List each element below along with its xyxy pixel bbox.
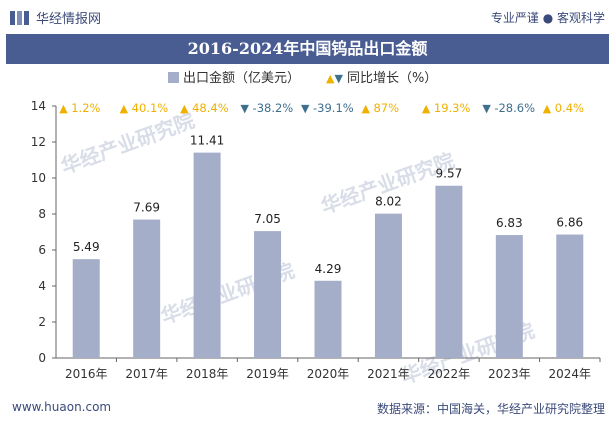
bar bbox=[556, 234, 584, 358]
slogan: 专业严谨 ● 客观科学 bbox=[490, 11, 605, 25]
legend-item-export: 出口金额（亿美元） bbox=[168, 70, 300, 88]
bar bbox=[495, 235, 523, 358]
growth-down-icon: ▼ bbox=[241, 102, 250, 115]
footer-source: 数据来源：中国海关，华经产业研究院整理 bbox=[376, 402, 605, 416]
bar-value-label: 6.83 bbox=[496, 216, 523, 230]
x-tick-label: 2022年 bbox=[428, 367, 471, 381]
growth-label: -38.2% bbox=[253, 101, 294, 115]
y-tick-label: 4 bbox=[38, 279, 46, 293]
growth-up-icon: ▲ bbox=[120, 102, 129, 115]
growth-down-icon: ▼ bbox=[482, 102, 491, 115]
watermark: 华经产业研究院 bbox=[58, 108, 198, 178]
bar bbox=[254, 231, 282, 358]
bar bbox=[133, 219, 161, 358]
growth-up-icon: ▲ bbox=[361, 102, 370, 115]
growth-label: 87% bbox=[373, 101, 399, 115]
bar bbox=[193, 152, 221, 358]
growth-label: -39.1% bbox=[313, 101, 354, 115]
x-tick-label: 2018年 bbox=[186, 367, 229, 381]
chart-legend: 出口金额（亿美元） ▲▼ 同比增长（%） bbox=[0, 70, 615, 92]
bar-value-label: 9.57 bbox=[436, 167, 463, 181]
triangle-up-icon: ▲ bbox=[326, 72, 335, 85]
growth-up-icon: ▲ bbox=[422, 102, 431, 115]
x-tick-label: 2021年 bbox=[367, 367, 410, 381]
growth-up-icon: ▲ bbox=[59, 102, 68, 115]
legend-label-export: 出口金额（亿美元） bbox=[183, 71, 301, 86]
x-tick-label: 2024年 bbox=[549, 367, 592, 381]
y-tick-label: 6 bbox=[38, 243, 46, 257]
growth-down-icon: ▼ bbox=[301, 102, 310, 115]
legend-item-growth: ▲▼ 同比增长（%） bbox=[326, 70, 437, 88]
bar-value-label: 11.41 bbox=[190, 134, 224, 148]
bar bbox=[314, 280, 342, 358]
y-tick-label: 0 bbox=[38, 351, 46, 365]
y-tick-label: 10 bbox=[31, 171, 46, 185]
growth-label: 1.2% bbox=[71, 101, 100, 115]
bar-value-label: 4.29 bbox=[315, 262, 342, 276]
y-tick-label: 8 bbox=[38, 207, 46, 221]
growth-label: 48.4% bbox=[192, 101, 229, 115]
growth-up-icon: ▲ bbox=[543, 102, 552, 115]
chart-title: 2016-2024年中国钨品出口金额 bbox=[6, 34, 609, 64]
growth-up-icon: ▲ bbox=[180, 102, 189, 115]
growth-label: 40.1% bbox=[132, 101, 169, 115]
header-bar: 华经情报网 专业严谨 ● 客观科学 bbox=[0, 0, 615, 34]
bar-value-label: 6.86 bbox=[556, 216, 583, 230]
bar bbox=[435, 185, 463, 358]
legend-swatch bbox=[168, 72, 179, 83]
triangle-down-icon: ▼ bbox=[334, 72, 343, 85]
bar-value-label: 8.02 bbox=[375, 195, 402, 209]
x-tick-label: 2020年 bbox=[307, 367, 350, 381]
x-tick-label: 2016年 bbox=[65, 367, 108, 381]
x-tick-label: 2017年 bbox=[125, 367, 168, 381]
growth-label: 0.4% bbox=[555, 101, 584, 115]
growth-label: 19.3% bbox=[434, 101, 471, 115]
bar bbox=[72, 259, 100, 358]
x-tick-label: 2019年 bbox=[246, 367, 289, 381]
brand-logo-icon bbox=[10, 11, 29, 25]
y-tick-label: 12 bbox=[31, 135, 46, 149]
legend-label-growth: 同比增长（%） bbox=[346, 71, 438, 86]
footer-url: www.huaon.com bbox=[12, 400, 112, 414]
bar-value-label: 5.49 bbox=[73, 240, 100, 254]
bar-value-label: 7.05 bbox=[254, 212, 281, 226]
y-tick-label: 2 bbox=[38, 315, 46, 329]
bar-value-label: 7.69 bbox=[133, 201, 160, 215]
y-tick-label: 14 bbox=[31, 99, 46, 113]
x-tick-label: 2023年 bbox=[488, 367, 531, 381]
brand-name: 华经情报网 bbox=[36, 12, 102, 27]
bar bbox=[374, 213, 402, 358]
growth-label: -28.6% bbox=[494, 101, 535, 115]
